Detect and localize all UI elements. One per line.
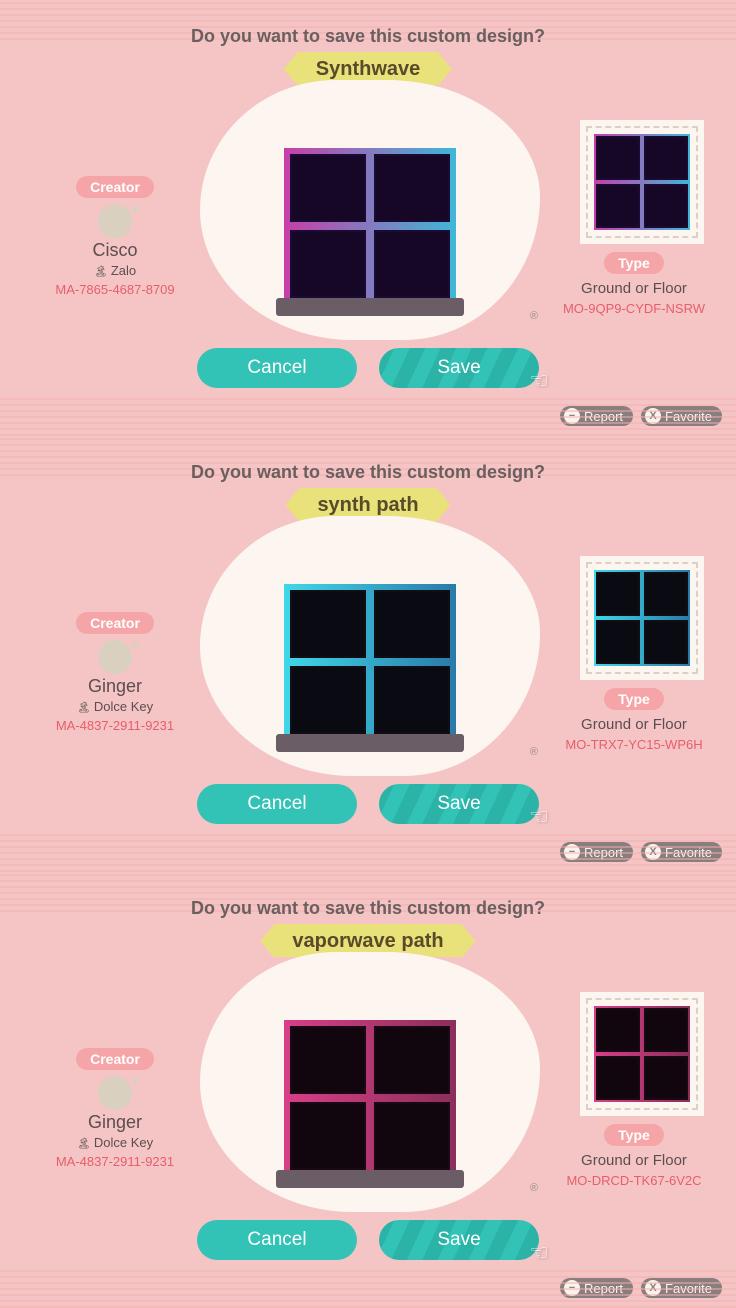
creator-name: Ginger bbox=[40, 676, 190, 697]
creator-code: MA-7865-4687-8709 bbox=[40, 282, 190, 297]
button-row: Cancel Save ☜ bbox=[197, 348, 539, 388]
creator-label: Creator bbox=[76, 176, 154, 198]
cancel-button[interactable]: Cancel bbox=[197, 348, 357, 388]
type-block: Type Ground or Floor MO-TRX7-YC15-WP6H bbox=[554, 688, 714, 752]
type-block: Type Ground or Floor MO-DRCD-TK67-6V2C bbox=[554, 1124, 714, 1188]
save-button[interactable]: Save ☜ bbox=[379, 1220, 539, 1260]
registered-icon: ® bbox=[530, 746, 538, 758]
button-row: Cancel Save ☜ bbox=[197, 1220, 539, 1260]
avatar-icon bbox=[98, 1076, 132, 1110]
report-hint[interactable]: − Report bbox=[560, 1278, 633, 1298]
design-code: MO-DRCD-TK67-6V2C bbox=[554, 1173, 714, 1188]
footer-hints: − Report X Favorite bbox=[560, 406, 722, 426]
minus-icon: − bbox=[564, 844, 580, 860]
cancel-button[interactable]: Cancel bbox=[197, 1220, 357, 1260]
creator-block: Creator Cisco Zalo MA-7865-4687-8709 bbox=[40, 176, 190, 297]
prompt-text: Do you want to save this custom design? bbox=[0, 898, 736, 919]
island-name: Dolce Key bbox=[40, 699, 190, 714]
button-row: Cancel Save ☜ bbox=[197, 784, 539, 824]
design-thumbnail bbox=[586, 998, 698, 1110]
registered-icon: ® bbox=[530, 310, 538, 322]
type-block: Type Ground or Floor MO-9QP9-CYDF-NSRW bbox=[554, 252, 714, 316]
creator-block: Creator Ginger Dolce Key MA-4837-2911-92… bbox=[40, 612, 190, 733]
save-label: Save bbox=[437, 793, 480, 815]
cancel-button[interactable]: Cancel bbox=[197, 784, 357, 824]
creator-code: MA-4837-2911-9231 bbox=[40, 718, 190, 733]
creator-code: MA-4837-2911-9231 bbox=[40, 1154, 190, 1169]
design-card-2: Do you want to save this custom design? … bbox=[0, 872, 736, 1308]
avatar-icon bbox=[98, 204, 132, 238]
type-label: Type bbox=[604, 1124, 664, 1146]
island-name: Dolce Key bbox=[40, 1135, 190, 1150]
save-label: Save bbox=[437, 357, 480, 379]
footer-hints: − Report X Favorite bbox=[560, 842, 722, 862]
type-label: Type bbox=[604, 252, 664, 274]
cursor-icon: ☜ bbox=[529, 1240, 549, 1266]
cursor-icon: ☜ bbox=[529, 368, 549, 394]
prompt-text: Do you want to save this custom design? bbox=[0, 462, 736, 483]
design-preview bbox=[284, 148, 456, 304]
island-name: Zalo bbox=[40, 263, 190, 278]
x-icon: X bbox=[645, 844, 661, 860]
design-preview bbox=[284, 584, 456, 740]
registered-icon: ® bbox=[530, 1182, 538, 1194]
type-desc: Ground or Floor bbox=[554, 280, 714, 297]
design-card-1: Do you want to save this custom design? … bbox=[0, 436, 736, 872]
report-hint[interactable]: − Report bbox=[560, 406, 633, 426]
design-code: MO-9QP9-CYDF-NSRW bbox=[554, 301, 714, 316]
x-icon: X bbox=[645, 1280, 661, 1296]
design-preview bbox=[284, 1020, 456, 1176]
save-button[interactable]: Save ☜ bbox=[379, 348, 539, 388]
creator-label: Creator bbox=[76, 612, 154, 634]
creator-name: Ginger bbox=[40, 1112, 190, 1133]
creator-name: Cisco bbox=[40, 240, 190, 261]
favorite-hint[interactable]: X Favorite bbox=[641, 1278, 722, 1298]
save-button[interactable]: Save ☜ bbox=[379, 784, 539, 824]
avatar-icon bbox=[98, 640, 132, 674]
favorite-hint[interactable]: X Favorite bbox=[641, 842, 722, 862]
creator-label: Creator bbox=[76, 1048, 154, 1070]
cursor-icon: ☜ bbox=[529, 804, 549, 830]
design-thumbnail bbox=[586, 562, 698, 674]
report-hint[interactable]: − Report bbox=[560, 842, 633, 862]
design-card-0: Do you want to save this custom design? … bbox=[0, 0, 736, 436]
minus-icon: − bbox=[564, 1280, 580, 1296]
type-label: Type bbox=[604, 688, 664, 710]
x-icon: X bbox=[645, 408, 661, 424]
type-desc: Ground or Floor bbox=[554, 1152, 714, 1169]
footer-hints: − Report X Favorite bbox=[560, 1278, 722, 1298]
prompt-text: Do you want to save this custom design? bbox=[0, 26, 736, 47]
type-desc: Ground or Floor bbox=[554, 716, 714, 733]
favorite-hint[interactable]: X Favorite bbox=[641, 406, 722, 426]
design-code: MO-TRX7-YC15-WP6H bbox=[554, 737, 714, 752]
design-thumbnail bbox=[586, 126, 698, 238]
minus-icon: − bbox=[564, 408, 580, 424]
save-label: Save bbox=[437, 1229, 480, 1251]
creator-block: Creator Ginger Dolce Key MA-4837-2911-92… bbox=[40, 1048, 190, 1169]
